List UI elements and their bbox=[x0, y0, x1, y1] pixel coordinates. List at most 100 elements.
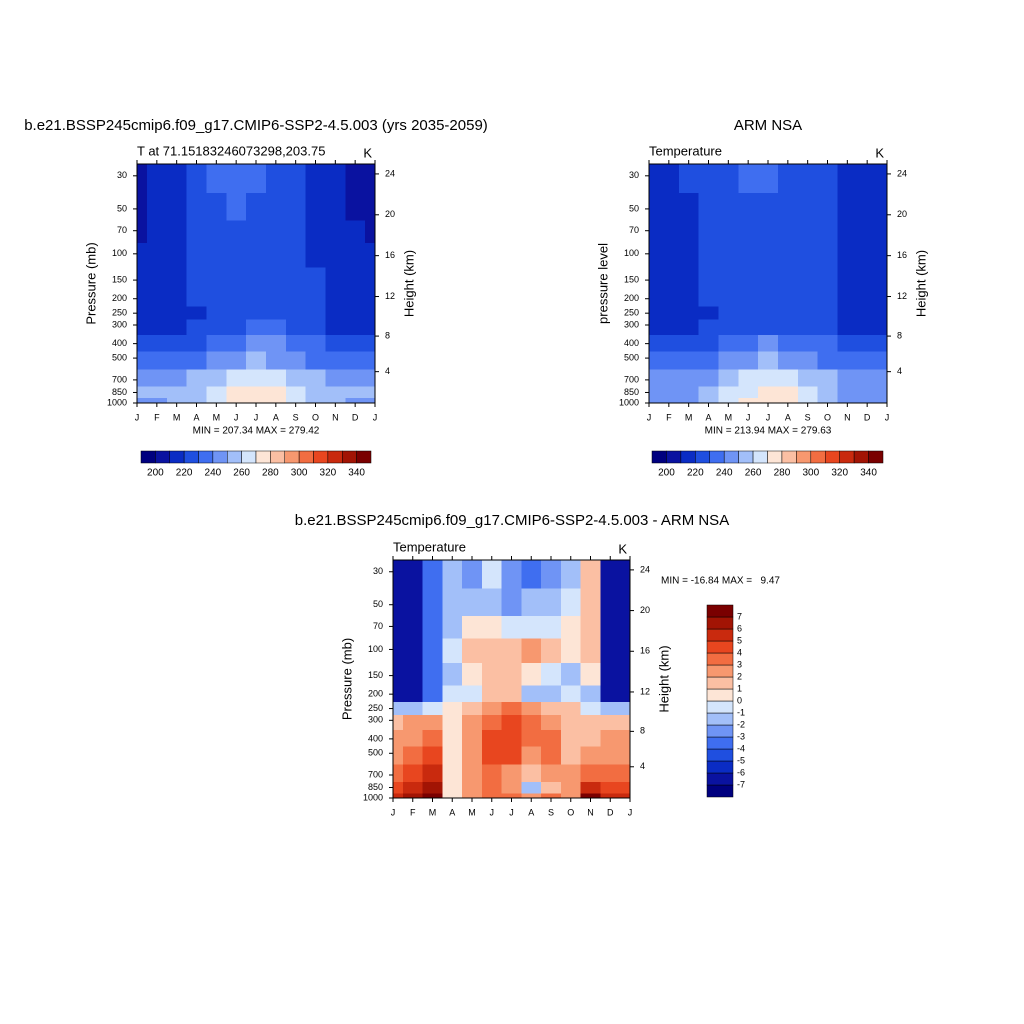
cell bbox=[285, 164, 307, 193]
cell bbox=[678, 334, 700, 352]
cell bbox=[186, 350, 207, 370]
cell bbox=[137, 305, 148, 320]
cell bbox=[649, 305, 660, 320]
cell bbox=[738, 219, 759, 243]
cell bbox=[393, 615, 404, 639]
x-tick-label: A bbox=[193, 412, 199, 422]
cell bbox=[600, 781, 621, 794]
cell bbox=[166, 192, 188, 221]
cell bbox=[345, 368, 366, 387]
cell bbox=[345, 164, 366, 193]
colorbar-box bbox=[706, 724, 734, 738]
x-tick-label: M bbox=[213, 412, 221, 422]
cell bbox=[365, 242, 376, 268]
y-tick-label: 250 bbox=[368, 703, 383, 713]
colorbar-box bbox=[680, 450, 696, 464]
cell bbox=[649, 289, 660, 307]
cell bbox=[206, 350, 227, 370]
cell bbox=[442, 781, 463, 794]
colorbar-box bbox=[706, 736, 734, 750]
cell bbox=[698, 319, 719, 335]
cell bbox=[658, 219, 680, 243]
y2-tick-label: 4 bbox=[640, 761, 645, 771]
y-tick-label: 1000 bbox=[619, 397, 639, 407]
cell bbox=[265, 368, 287, 387]
y2-axis-label: Height (km) bbox=[913, 250, 928, 317]
y-tick-label: 1000 bbox=[363, 792, 383, 802]
y-tick-label: 70 bbox=[117, 225, 127, 235]
cell bbox=[206, 289, 227, 307]
cell bbox=[837, 368, 858, 387]
cell bbox=[501, 588, 522, 617]
cell bbox=[402, 662, 424, 686]
cell bbox=[521, 764, 542, 782]
cell bbox=[797, 350, 819, 370]
cell bbox=[285, 289, 307, 307]
cell bbox=[620, 560, 631, 589]
colorbar-box bbox=[868, 450, 884, 464]
y-tick-label: 50 bbox=[629, 203, 639, 213]
cell bbox=[758, 305, 779, 320]
cell bbox=[345, 242, 366, 268]
y-tick-label: 30 bbox=[373, 566, 383, 576]
y2-tick-label: 24 bbox=[897, 168, 907, 178]
cell bbox=[345, 350, 366, 370]
cell bbox=[442, 792, 463, 799]
cell bbox=[541, 746, 562, 765]
cell bbox=[442, 729, 463, 747]
cell bbox=[758, 289, 779, 307]
cell bbox=[877, 334, 888, 352]
cell bbox=[857, 368, 878, 387]
cell bbox=[649, 386, 660, 399]
cell bbox=[857, 350, 878, 370]
cell bbox=[521, 615, 542, 639]
cell bbox=[462, 792, 483, 799]
colorbar-box bbox=[738, 450, 754, 464]
cell bbox=[541, 684, 562, 702]
cell bbox=[166, 386, 188, 399]
cell bbox=[226, 397, 247, 404]
cell bbox=[560, 792, 582, 799]
cell bbox=[365, 319, 376, 335]
cell bbox=[600, 792, 621, 799]
cell bbox=[817, 319, 838, 335]
colorbar-label: 260 bbox=[745, 468, 762, 479]
cell bbox=[481, 588, 503, 617]
y-tick-label: 250 bbox=[624, 308, 639, 318]
cell bbox=[146, 397, 168, 404]
cell bbox=[738, 319, 759, 335]
cell bbox=[718, 219, 739, 243]
x-tick-label: N bbox=[332, 412, 339, 422]
cell bbox=[857, 305, 878, 320]
cell bbox=[678, 219, 700, 243]
cell bbox=[226, 289, 247, 307]
cell bbox=[501, 792, 522, 799]
cell bbox=[837, 305, 858, 320]
cell bbox=[365, 266, 376, 290]
cell bbox=[186, 386, 207, 399]
cell bbox=[186, 334, 207, 352]
cell bbox=[442, 560, 463, 589]
colorbar-label: 200 bbox=[658, 468, 675, 479]
cell bbox=[402, 637, 424, 664]
cell bbox=[837, 386, 858, 399]
cell bbox=[649, 397, 660, 404]
cell bbox=[186, 164, 207, 193]
cell bbox=[817, 219, 838, 243]
cell bbox=[678, 289, 700, 307]
y2-tick-label: 16 bbox=[385, 250, 395, 260]
cell bbox=[600, 662, 621, 686]
cell bbox=[521, 637, 542, 664]
cell bbox=[777, 192, 799, 221]
cell bbox=[777, 386, 799, 399]
cell bbox=[758, 192, 779, 221]
cell bbox=[837, 334, 858, 352]
cell bbox=[698, 242, 719, 268]
left-string: Temperature bbox=[649, 143, 722, 158]
cell bbox=[462, 701, 483, 715]
cell bbox=[501, 637, 522, 664]
cell bbox=[817, 386, 838, 399]
x-tick-label: A bbox=[785, 412, 791, 422]
y2-tick-label: 20 bbox=[640, 605, 650, 615]
cell bbox=[186, 397, 207, 404]
